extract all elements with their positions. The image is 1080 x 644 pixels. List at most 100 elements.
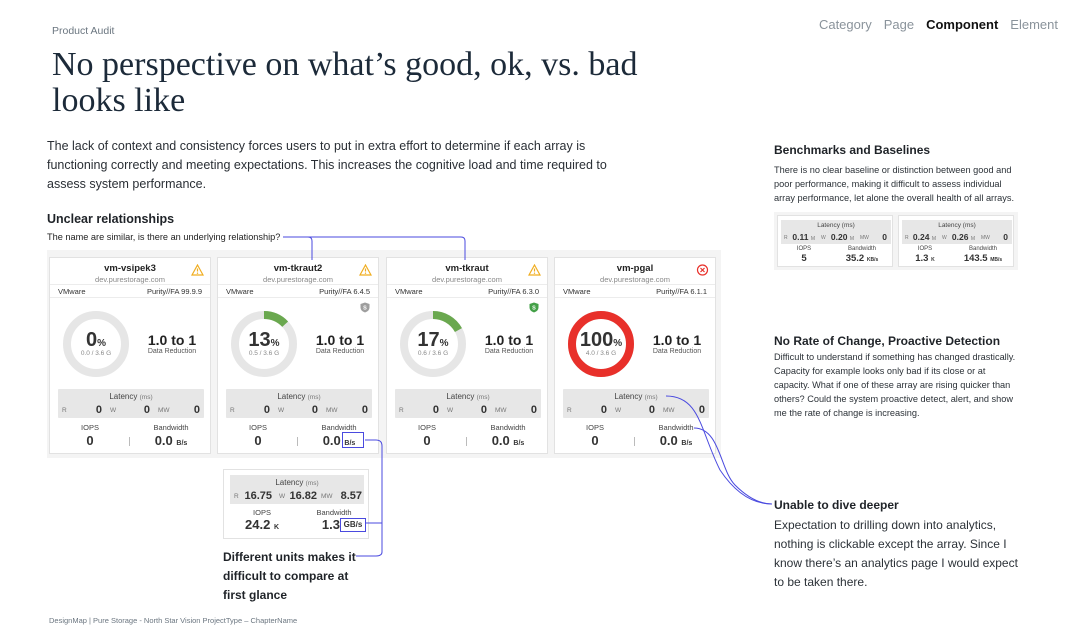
unclear-title: Unclear relationships — [47, 212, 175, 226]
latency-w: 0 — [143, 404, 150, 416]
latency-r: 0 — [600, 404, 607, 416]
iops-value: 0 — [254, 433, 262, 448]
nav-component[interactable]: Component — [926, 17, 999, 32]
nav-page[interactable]: Page — [883, 17, 915, 32]
latency-mw: 0 — [530, 404, 537, 416]
card-subheader: VMware Purity//FA 6.4.5 — [218, 285, 378, 298]
capacity-value: 0.6 / 3.6 G — [417, 350, 449, 357]
shield-icon: S — [360, 302, 370, 313]
array-host: dev.purestorage.com — [600, 275, 670, 284]
array-card[interactable]: vm-pgal dev.purestorage.com VMware Purit… — [554, 257, 716, 454]
latency-title: Latency (ms) — [446, 392, 490, 401]
latency-title: Latency (ms) — [614, 392, 658, 401]
metrics-row: IOPS 0 Bandwidth 0.0 B/s — [555, 421, 715, 451]
intro-text: The lack of context and consistency forc… — [47, 139, 607, 191]
vendor-label: VMware — [395, 287, 423, 296]
metrics-row: IOPS 0 Bandwidth 0.0 B/s — [50, 421, 210, 451]
units-latency-r: 16.75 — [244, 490, 272, 502]
latency-mw: 0 — [193, 404, 200, 416]
vendor-label: VMware — [226, 287, 254, 296]
bench-bandwidth: 35.2 KB/s — [845, 253, 879, 264]
capacity-value: 4.0 / 3.6 G — [585, 350, 617, 357]
bench-latency-mw: 0 — [1003, 232, 1008, 242]
bench-iops: 1.3 K — [915, 253, 935, 264]
error-icon — [696, 264, 709, 276]
benchmarks-text: There is no clear baseline or distinctio… — [774, 165, 1015, 203]
latency-box: Latency (ms) R 0 W 0 MW 0 — [395, 389, 541, 418]
units-latency-box: Latency (ms) R 16.75 W 16.82 MW 8.57 — [230, 475, 364, 504]
latency-mw: 0 — [698, 404, 705, 416]
latency-title: Latency (ms) — [277, 392, 321, 401]
capacity-percent: 13% — [248, 329, 280, 351]
units-bandwidth: 1.3 — [321, 517, 340, 532]
bench-latency-title: Latency (ms) — [938, 222, 976, 229]
capacity-percent: 100% — [579, 329, 623, 351]
bench-latency-w: 0.26 M — [951, 232, 975, 242]
bench-latency-r: 0.11 M — [792, 232, 815, 242]
bandwidth-unit-highlight — [342, 432, 364, 448]
nav-element[interactable]: Element — [1010, 17, 1058, 32]
latency-mw: 0 — [361, 404, 368, 416]
page-title: No perspective on what’s good, ok, vs. b… — [52, 46, 638, 119]
array-card[interactable]: vm-vsipek3 dev.purestorage.com VMware Pu… — [49, 257, 211, 454]
nav-category[interactable]: Category — [818, 17, 872, 32]
version-label: Purity//FA 6.3.0 — [488, 287, 539, 296]
capacity-value: 0.0 / 3.6 G — [80, 350, 112, 357]
latency-w: 0 — [648, 404, 655, 416]
shield-icon: S — [529, 302, 539, 313]
units-latency-w: 16.82 — [289, 490, 317, 502]
card-subheader: VMware Purity//FA 6.3.0 — [387, 285, 547, 298]
array-name[interactable]: vm-tkraut — [445, 263, 489, 274]
array-name[interactable]: vm-pgal — [616, 263, 654, 274]
latency-box: Latency (ms) R 0 W 0 MW 0 — [226, 389, 372, 418]
svg-text:S: S — [532, 306, 536, 312]
metrics-row: IOPS 0 Bandwidth 0.0 B/s — [218, 421, 378, 451]
metrics-row: IOPS 0 Bandwidth 0.0 B/s — [387, 421, 547, 451]
card-subheader: VMware Purity//FA 99.9.9 — [50, 285, 210, 298]
capacity-ring — [231, 311, 297, 377]
bench-bandwidth: 143.5 MB/s — [963, 253, 1003, 264]
latency-r: 0 — [432, 404, 439, 416]
dive-title: Unable to dive deeper — [774, 498, 899, 512]
version-label: Purity//FA 6.4.5 — [319, 287, 370, 296]
array-name[interactable]: vm-vsipek3 — [104, 263, 156, 274]
latency-box: Latency (ms) R 0 W 0 MW 0 — [563, 389, 709, 418]
iops-value: 0 — [86, 433, 94, 448]
array-card[interactable]: vm-tkraut2 dev.purestorage.com VMware Pu… — [217, 257, 379, 454]
capacity-percent: 0% — [85, 329, 107, 351]
bench-panel: Latency (ms) R 0.24 M W 0.26 M MW 0 IOPS… — [898, 215, 1014, 267]
version-label: Purity//FA 6.1.1 — [656, 287, 707, 296]
eyebrow: Product Audit — [52, 25, 115, 37]
units-bandwidth-unit-highlight: GB/s — [340, 518, 366, 532]
bandwidth-value: 0.0 B/s — [154, 433, 188, 448]
capacity-ring-fill — [568, 311, 634, 377]
latency-r: 0 — [263, 404, 270, 416]
units-iops: 24.2 K — [245, 517, 279, 532]
data-reduction-ratio: 1.0 to 1 — [484, 332, 534, 348]
array-host: dev.purestorage.com — [432, 275, 502, 284]
capacity-percent: 17% — [417, 329, 449, 351]
data-reduction-ratio: 1.0 to 1 — [147, 332, 197, 348]
iops-value: 0 — [423, 433, 431, 448]
bench-panel: Latency (ms) R 0.11 M W 0.20 M MW 0 IOPS… — [777, 215, 893, 267]
array-name[interactable]: vm-tkraut2 — [273, 263, 323, 274]
capacity-ring-fill — [231, 311, 297, 377]
latency-r: 0 — [95, 404, 102, 416]
latency-title: Latency (ms) — [109, 392, 153, 401]
capacity-ring — [400, 311, 466, 377]
array-host: dev.purestorage.com — [263, 275, 333, 284]
rate-title: No Rate of Change, Proactive Detection — [774, 334, 1001, 348]
latency-w: 0 — [311, 404, 318, 416]
bench-latency-r: 0.24 M — [912, 232, 936, 242]
rate-text: Difficult to understand if something has… — [774, 352, 1016, 418]
data-reduction-label: Data Reduction — [652, 348, 702, 355]
bandwidth-value: 0.0 B/s — [491, 433, 525, 448]
data-reduction-ratio: 1.0 to 1 — [652, 332, 702, 348]
vendor-label: VMware — [58, 287, 86, 296]
array-card[interactable]: vm-tkraut dev.purestorage.com VMware Pur… — [386, 257, 548, 454]
bandwidth-value: 0.0 B/s — [659, 433, 693, 448]
svg-text:S: S — [363, 306, 367, 312]
bench-latency-mw: 0 — [882, 232, 887, 242]
card-subheader: VMware Purity//FA 6.1.1 — [555, 285, 715, 298]
data-reduction-label: Data Reduction — [315, 348, 365, 355]
